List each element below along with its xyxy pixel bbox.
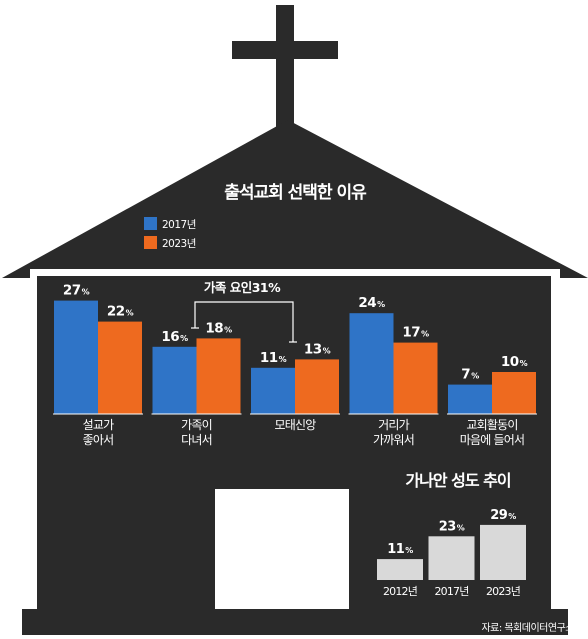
- category-label-3-0: 거리가: [378, 418, 409, 432]
- bar-2023-0: [98, 321, 142, 414]
- category-label-4-0: 교회활동이: [466, 418, 517, 432]
- bar-2017-2: [251, 367, 295, 414]
- bar-value-label-2023-0: 22%: [107, 304, 134, 320]
- bar-value-label-2017-2: 11%: [260, 350, 287, 366]
- secondary-chart-title: 가나안 성도 추이: [405, 471, 510, 490]
- trend-year-label-0: 2012년: [383, 585, 417, 598]
- family-factor-bracket: [194, 301, 294, 342]
- family-factor-annotation: 가족 요인31%: [204, 280, 281, 295]
- bar-2017-3: [349, 313, 394, 414]
- trend-bar-2: [480, 524, 526, 580]
- trend-bar-0: [377, 559, 423, 580]
- trend-value-label-1: 23%: [439, 519, 465, 534]
- bar-value-label-2017-3: 24%: [358, 295, 385, 311]
- source-note: 자료: 목회데이터연구소: [481, 623, 574, 634]
- trend-bar-1: [428, 536, 475, 580]
- category-label-3-1: 가까워서: [373, 433, 414, 447]
- bar-value-label-2023-2: 13%: [304, 341, 331, 357]
- main-chart-title: 출석교회 선택한 이유: [224, 183, 367, 203]
- legend-swatch-2023: [144, 236, 157, 249]
- legend-swatch-2017: [144, 217, 157, 230]
- category-label-0-0: 설교가: [83, 418, 114, 432]
- cross-vertical: [276, 5, 294, 133]
- trend-year-label-1: 2017년: [434, 585, 468, 598]
- bar-2023-4: [492, 372, 536, 414]
- category-label-4-1: 마음에 들어서: [460, 433, 524, 447]
- bar-value-label-2017-1: 16%: [161, 329, 188, 345]
- trend-year-label-2: 2023년: [486, 585, 520, 598]
- category-label-1-1: 다녀서: [181, 433, 212, 447]
- bar-2017-4: [448, 384, 492, 414]
- bar-2023-2: [295, 359, 339, 414]
- trend-value-label-2: 29%: [490, 508, 516, 523]
- category-label-1-0: 가족이: [181, 418, 212, 432]
- cross-horizontal: [232, 41, 338, 59]
- bar-2017-0: [54, 300, 98, 414]
- bar-value-label-2023-1: 18%: [205, 320, 232, 336]
- bar-value-label-2017-0: 27%: [63, 283, 90, 299]
- bar-value-label-2023-3: 17%: [402, 325, 429, 341]
- category-label-0-1: 좋아서: [83, 433, 114, 447]
- door: [215, 489, 349, 609]
- category-label-2-0: 모태신앙: [275, 418, 317, 432]
- trend-value-label-0: 11%: [387, 542, 413, 557]
- bar-2023-3: [393, 342, 438, 414]
- bar-2023-1: [196, 338, 241, 414]
- bar-value-label-2023-4: 10%: [501, 354, 528, 370]
- legend-label-2017: 2017년: [162, 219, 196, 231]
- ground-bar: [22, 609, 568, 635]
- legend-label-2023: 2023년: [162, 238, 196, 250]
- bar-2017-1: [152, 346, 197, 414]
- bar-value-label-2017-4: 7%: [461, 367, 479, 383]
- trend-bar-chart: 11% 2012년 23% 2017년 29% 2023년: [377, 508, 526, 598]
